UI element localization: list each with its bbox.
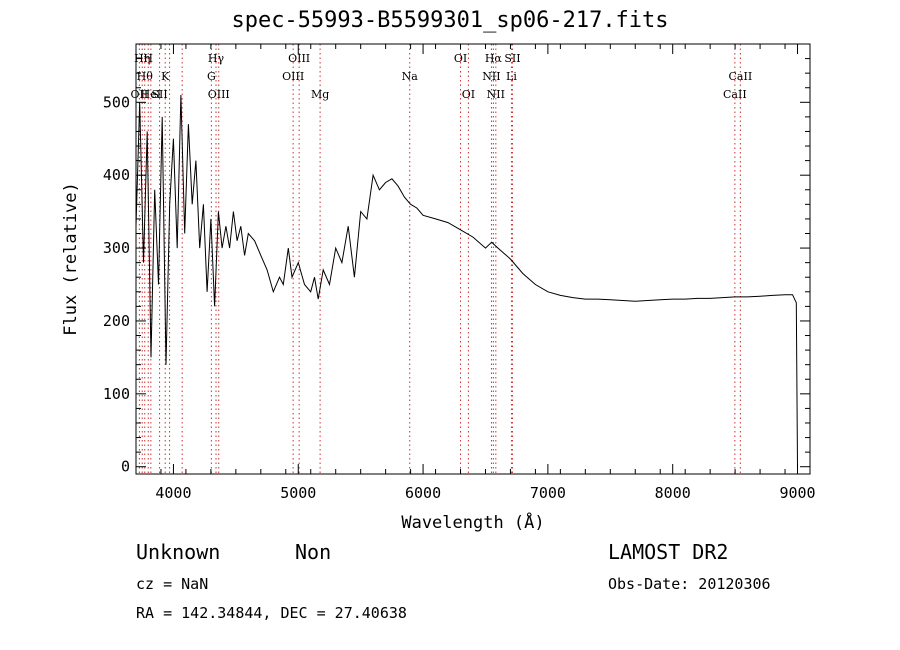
x-tick-label-1: 5000 (280, 484, 316, 502)
obs-date-label: Obs-Date: 20120306 (608, 575, 771, 593)
plot-frame (135, 43, 811, 475)
coordinates-label: RA = 142.34844, DEC = 27.40638 (136, 604, 407, 622)
chart-title: spec-55993-B5599301_sp06-217.fits (231, 8, 669, 33)
line-label-17-0: OI (462, 88, 475, 101)
x-axis-label: Wavelength (Å) (401, 511, 544, 533)
line-label-21-0: SII (504, 52, 520, 65)
line-label-13-0: OIII (288, 52, 310, 65)
class-label: Unknown (136, 540, 221, 564)
survey-label: LAMOST DR2 (608, 540, 729, 564)
y-tick-label-2: 200 (103, 312, 130, 330)
line-label-2-0: Hθ (137, 70, 154, 83)
y-tick-label-0: 0 (121, 458, 130, 476)
line-label-4-0: HeI (141, 88, 161, 101)
line-label-24-0: CaII (729, 70, 753, 83)
x-tick-label-4: 8000 (655, 484, 691, 502)
spectral-line-markers (138, 44, 741, 474)
line-label-1-0: Hη (134, 52, 150, 65)
line-label-16-0: OI (454, 52, 467, 65)
x-axis: 4000 5000 6000 7000 8000 9000 (135, 44, 816, 502)
line-label-9-0: G (207, 70, 216, 83)
y-tick-label-3: 300 (103, 239, 130, 257)
y-axis-label: Flux (relative) (61, 182, 81, 336)
line-label-18-0: NII (482, 70, 500, 83)
series-line (135, 94, 798, 467)
line-label-5-0: SII (151, 88, 167, 101)
line-label-0-0: OII (131, 88, 149, 101)
y-axis: 0 100 200 300 400 500 (103, 58, 810, 476)
x-tick-label-2: 6000 (405, 484, 441, 502)
line-label-19-0: Hα (485, 52, 503, 65)
y-tick-label-1: 100 (103, 385, 130, 403)
line-label-23-0: CaII (723, 88, 747, 101)
line-label-15-0: Na (402, 70, 419, 83)
x-tick-label-3: 7000 (530, 484, 566, 502)
line-label-20-0: NII (487, 88, 505, 101)
y-tick-label-5: 500 (103, 93, 130, 111)
line-label-11-0: OIII (208, 88, 230, 101)
line-label-10-0: Hγ (208, 52, 225, 65)
x-tick-label-5: 9000 (779, 484, 815, 502)
line-label-6-0: K (161, 70, 170, 83)
redshift-label: cz = NaN (136, 575, 209, 593)
x-tick-label-0: 4000 (155, 484, 191, 502)
y-tick-label-4: 400 (103, 166, 130, 184)
line-label-3-0: H (143, 52, 153, 65)
line-label-22-0: Li (506, 70, 517, 83)
line-label-14-0: Mg (311, 88, 329, 101)
subclass-label: Non (295, 540, 332, 564)
line-label-12-0: OIII (282, 70, 304, 83)
